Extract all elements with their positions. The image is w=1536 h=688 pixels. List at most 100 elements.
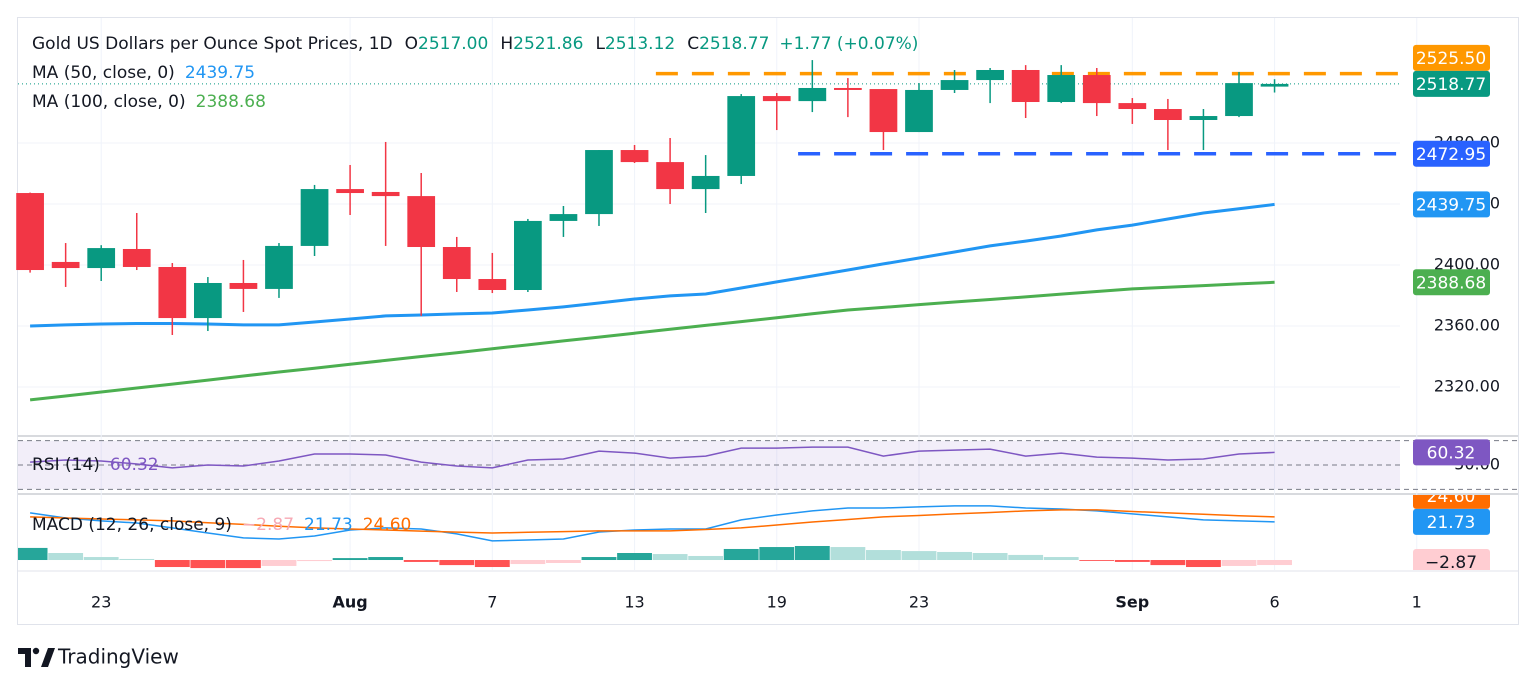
histogram-bar bbox=[1186, 560, 1221, 568]
histogram-bar bbox=[972, 553, 1008, 561]
histogram-bar bbox=[901, 551, 937, 561]
price-tag-box bbox=[1413, 140, 1490, 167]
y-tick-label: 2360.00 bbox=[1434, 315, 1500, 334]
x-tick-label: 23 bbox=[909, 593, 929, 612]
legend-name: MACD (12, 26, close, 9) bbox=[32, 515, 232, 535]
legend-name: MA (50, close, 0) bbox=[32, 63, 175, 83]
x-tick-label: Aug bbox=[332, 593, 367, 612]
legend-name: MA (100, close, 0) bbox=[32, 92, 186, 112]
histogram-bar bbox=[759, 547, 795, 561]
y-tick-label: 2400.00 bbox=[1434, 254, 1500, 273]
histogram-bar bbox=[1079, 560, 1115, 561]
histogram-bar bbox=[1150, 560, 1186, 566]
price-tag-label: −2.87 bbox=[1425, 553, 1477, 573]
price-tag: 24.60 bbox=[1413, 487, 1490, 509]
legend-value: 60.32 bbox=[110, 455, 159, 475]
histogram-bar bbox=[1043, 557, 1079, 561]
price-tag-label: 60.32 bbox=[1427, 443, 1476, 463]
legend: MACD (12, 26, close, 9) −2.87 21.73 24.60 bbox=[32, 515, 411, 535]
histogram-bar bbox=[48, 553, 84, 561]
histogram-bar bbox=[83, 557, 119, 561]
histogram-bar bbox=[154, 560, 190, 568]
candle-body bbox=[549, 214, 578, 221]
candle-body bbox=[514, 220, 542, 291]
histogram-bar bbox=[830, 547, 866, 561]
plot-layer: 2320.002360.002400.002440.002480.0023Aug… bbox=[16, 18, 1518, 612]
histogram-bar bbox=[226, 560, 261, 569]
price-tag-label: 2525.50 bbox=[1416, 49, 1486, 69]
histogram-bar bbox=[794, 545, 830, 561]
candle-body bbox=[1011, 69, 1040, 103]
histogram-bar bbox=[546, 560, 581, 563]
price-tag: 2525.50 bbox=[1413, 44, 1490, 71]
candle-body bbox=[1225, 83, 1253, 117]
price-tag: 2518.77 bbox=[1413, 70, 1490, 97]
candle-body bbox=[1047, 75, 1076, 103]
candle-body bbox=[122, 248, 151, 267]
candle-body bbox=[300, 189, 329, 246]
ohlc-value: 2517.00 bbox=[418, 34, 488, 54]
ohlc-key: L bbox=[595, 34, 605, 54]
candle-body bbox=[1154, 109, 1182, 121]
candle-body bbox=[620, 150, 649, 163]
price-tag-box bbox=[1413, 70, 1490, 97]
candle-body bbox=[834, 87, 862, 90]
histogram-bar bbox=[1221, 560, 1257, 566]
price-tag: 2388.68 bbox=[1413, 269, 1490, 296]
histogram-bar bbox=[652, 554, 688, 561]
x-tick-label: 6 bbox=[1269, 593, 1279, 612]
legend: MA (50, close, 0) 2439.75 bbox=[32, 63, 255, 83]
histogram-bar bbox=[1008, 554, 1044, 561]
price-tag-box bbox=[1413, 439, 1490, 466]
chart-frame bbox=[17, 17, 1519, 625]
histogram-bar bbox=[866, 550, 901, 561]
price-tag: 21.73 bbox=[1413, 508, 1490, 535]
legend: RSI (14) 60.32 bbox=[32, 455, 159, 475]
candle-body bbox=[478, 279, 507, 291]
ohlc-value: 2513.12 bbox=[605, 34, 675, 54]
price-tag-box bbox=[1413, 508, 1490, 535]
price-tag-label: 2518.77 bbox=[1416, 75, 1486, 95]
histogram-bar bbox=[18, 547, 48, 561]
histogram-bar bbox=[403, 560, 439, 562]
ohlc-key: O bbox=[405, 34, 418, 54]
candle-body bbox=[585, 150, 613, 215]
candle-body bbox=[1082, 75, 1111, 104]
histogram-bar bbox=[439, 560, 475, 566]
histogram-bar bbox=[1257, 560, 1292, 566]
legend-value: 21.73 bbox=[304, 515, 353, 535]
candle-body bbox=[656, 162, 684, 190]
histogram-bar bbox=[474, 560, 510, 568]
candle-body bbox=[442, 247, 471, 280]
histogram-bar bbox=[261, 560, 297, 566]
candle-body bbox=[869, 89, 898, 133]
candle-body bbox=[1118, 103, 1147, 110]
price-tag-box bbox=[1413, 191, 1490, 218]
histogram-bar bbox=[617, 553, 652, 561]
legend-value: −2.87 bbox=[242, 515, 294, 535]
candle-body bbox=[1260, 83, 1289, 87]
candle-body bbox=[336, 189, 364, 194]
candle-body bbox=[87, 248, 116, 269]
candle-body bbox=[905, 89, 933, 133]
histogram-bar bbox=[368, 557, 404, 561]
candle-body bbox=[691, 175, 720, 190]
price-tag-label: 24.60 bbox=[1427, 487, 1476, 507]
logo-mark bbox=[18, 648, 31, 667]
price-tag-label: 2388.68 bbox=[1416, 273, 1486, 293]
price-tag: 60.32 bbox=[1413, 439, 1490, 466]
histogram-bar bbox=[297, 560, 332, 562]
candle-body bbox=[798, 87, 827, 102]
x-tick-label: 7 bbox=[487, 593, 497, 612]
candle-body bbox=[229, 282, 258, 289]
candle-body bbox=[51, 261, 80, 269]
moving-average-line bbox=[29, 280, 1275, 402]
price-tag-box bbox=[1413, 495, 1490, 509]
rsi-line bbox=[30, 446, 1275, 469]
price-tag-box bbox=[1413, 44, 1490, 71]
price-tag-box bbox=[1413, 549, 1490, 570]
ohlc-value: 2518.77 bbox=[699, 34, 769, 54]
y-tick-label: 2320.00 bbox=[1434, 376, 1500, 395]
